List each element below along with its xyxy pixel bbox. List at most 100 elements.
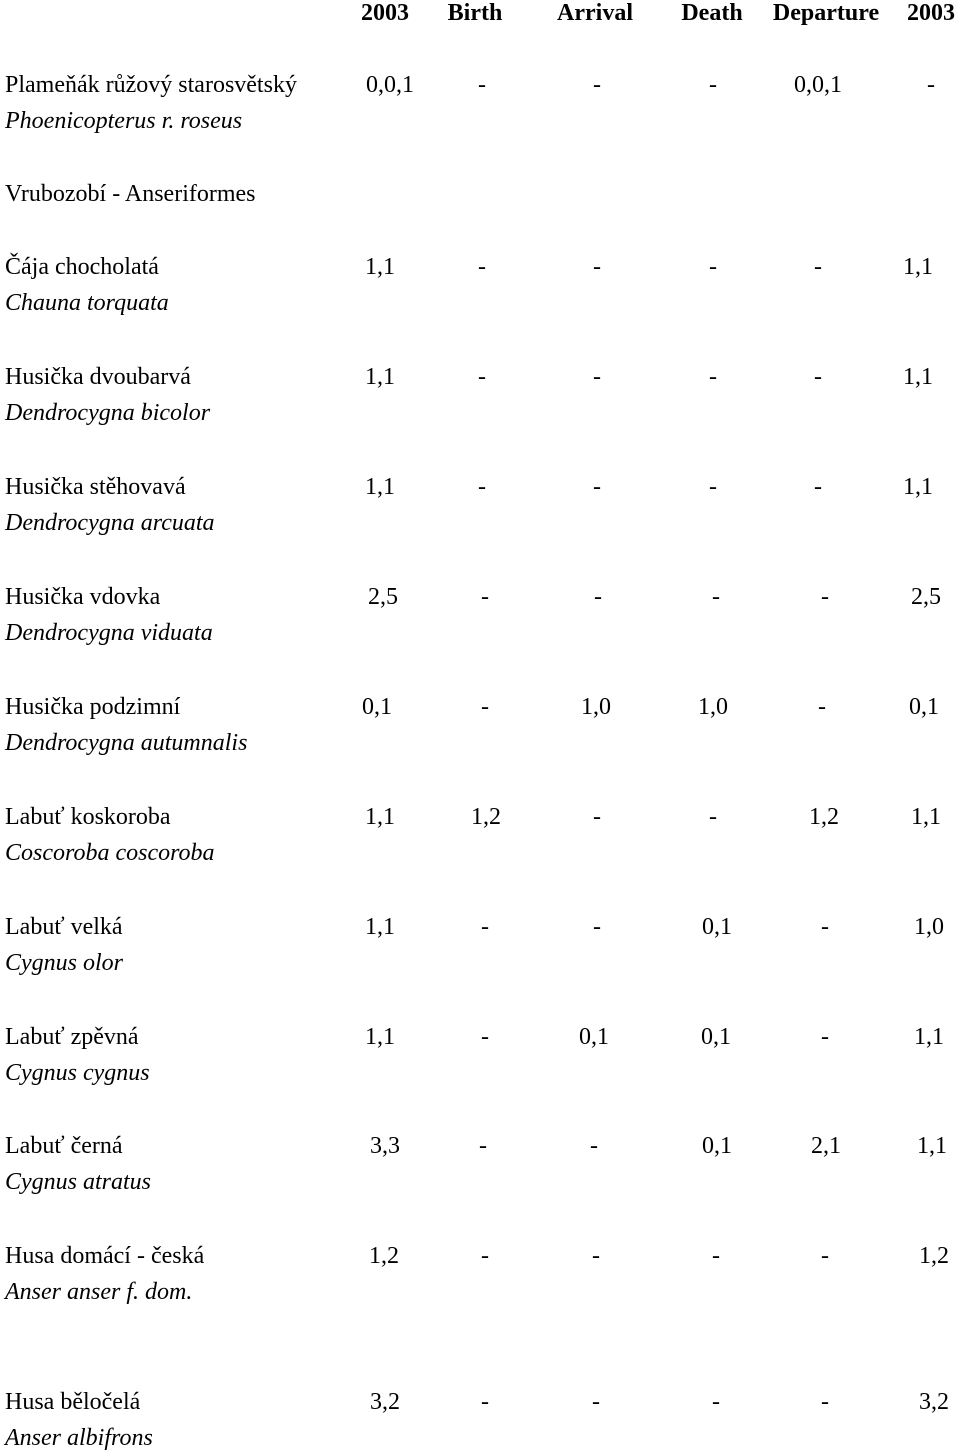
value-birth: - — [481, 1024, 489, 1050]
value-arrival: - — [593, 804, 601, 830]
value-2003-start: 1,1 — [365, 1024, 395, 1050]
species-latin: Cygnus olor — [5, 950, 124, 976]
value-2003-end: 1,2 — [919, 1243, 949, 1269]
value-birth: - — [481, 914, 489, 940]
header-death: Death — [681, 0, 743, 26]
value-2003-start: 1,1 — [365, 474, 395, 500]
value-2003-start: 1,1 — [365, 914, 395, 940]
value-arrival: - — [592, 1243, 600, 1269]
value-arrival: - — [593, 364, 601, 390]
species-name: Husa domácí - česká — [5, 1243, 205, 1269]
species-latin: Cygnus atratus — [5, 1169, 152, 1195]
value-death: - — [712, 1389, 720, 1415]
value-2003-end: 1,1 — [903, 474, 933, 500]
value-2003-start: 1,1 — [365, 804, 395, 830]
value-arrival: 0,1 — [579, 1024, 609, 1050]
header-departure: Departure — [772, 0, 880, 26]
value-death: - — [709, 364, 717, 390]
value-arrival: - — [593, 72, 601, 98]
value-death: - — [709, 474, 717, 500]
value-birth: 1,2 — [471, 804, 501, 830]
value-departure: 0,0,1 — [794, 72, 842, 98]
group-heading: Vrubozobí - Anseriformes — [5, 181, 256, 207]
header-arrival: Arrival — [557, 0, 633, 26]
species-latin: Phoenicopterus r. roseus — [5, 108, 243, 134]
value-arrival: - — [593, 254, 601, 280]
value-departure: 1,2 — [809, 804, 839, 830]
value-death: 0,1 — [701, 1024, 731, 1050]
species-latin: Coscoroba coscoroba — [5, 840, 215, 866]
value-departure: - — [814, 364, 822, 390]
species-latin: Cygnus cygnus — [5, 1060, 150, 1086]
species-name: Labuť zpěvná — [5, 1024, 139, 1050]
value-2003-end: 0,1 — [909, 694, 939, 720]
species-name: Čája chocholatá — [5, 254, 159, 280]
value-2003-end: 1,1 — [917, 1133, 947, 1159]
header-2003-start: 2003 — [361, 0, 409, 26]
value-death: - — [709, 804, 717, 830]
value-birth: - — [481, 1389, 489, 1415]
value-2003-end: 1,1 — [911, 804, 941, 830]
species-latin: Dendrocygna arcuata — [5, 510, 215, 536]
species-name: Husička stěhovavá — [5, 474, 186, 500]
value-2003-end: 1,0 — [914, 914, 944, 940]
value-2003-end: 1,1 — [914, 1024, 944, 1050]
value-departure: - — [821, 914, 829, 940]
value-departure: - — [814, 474, 822, 500]
species-name: Husička vdovka — [5, 584, 161, 610]
value-arrival: - — [594, 584, 602, 610]
value-arrival: 1,0 — [581, 694, 611, 720]
value-death: 0,1 — [702, 1133, 732, 1159]
value-2003-start: 1,1 — [365, 254, 395, 280]
species-name: Plameňák růžový starosvětský — [5, 72, 297, 98]
species-latin: Dendrocygna autumnalis — [5, 730, 248, 756]
value-2003-end: - — [927, 72, 935, 98]
value-departure: - — [821, 1024, 829, 1050]
species-name: Husička podzimní — [5, 694, 181, 720]
species-name: Labuť koskoroba — [5, 804, 171, 830]
value-departure: - — [814, 254, 822, 280]
value-2003-end: 3,2 — [919, 1389, 949, 1415]
value-birth: - — [481, 694, 489, 720]
value-2003-start: 1,2 — [369, 1243, 399, 1269]
value-arrival: - — [593, 914, 601, 940]
header-2003-end: 2003 — [907, 0, 955, 26]
value-arrival: - — [590, 1133, 598, 1159]
value-birth: - — [481, 1243, 489, 1269]
value-2003-start: 0,0,1 — [366, 72, 414, 98]
value-2003-start: 0,1 — [362, 694, 392, 720]
value-birth: - — [478, 364, 486, 390]
value-2003-start: 3,3 — [370, 1133, 400, 1159]
value-departure: - — [821, 584, 829, 610]
value-birth: - — [478, 474, 486, 500]
value-departure: - — [821, 1389, 829, 1415]
species-latin: Dendrocygna viduata — [5, 620, 213, 646]
species-latin: Anser albifrons — [5, 1425, 153, 1451]
value-departure: - — [818, 694, 826, 720]
value-2003-start: 3,2 — [370, 1389, 400, 1415]
value-2003-start: 1,1 — [365, 364, 395, 390]
value-arrival: - — [592, 1389, 600, 1415]
value-2003-end: 1,1 — [903, 254, 933, 280]
table-header: 2003 Birth Arrival Death Departure 2003 — [0, 0, 960, 30]
value-arrival: - — [593, 474, 601, 500]
species-latin: Dendrocygna bicolor — [5, 400, 211, 426]
value-departure: - — [821, 1243, 829, 1269]
value-birth: - — [478, 72, 486, 98]
value-death: - — [712, 584, 720, 610]
species-name: Husa běločelá — [5, 1389, 141, 1415]
value-2003-end: 1,1 — [903, 364, 933, 390]
value-2003-start: 2,5 — [368, 584, 398, 610]
value-birth: - — [479, 1133, 487, 1159]
species-latin: Anser anser f. dom. — [5, 1279, 193, 1305]
species-name: Labuť černá — [5, 1133, 123, 1159]
value-death: - — [709, 72, 717, 98]
value-death: - — [712, 1243, 720, 1269]
value-birth: - — [478, 254, 486, 280]
value-death: - — [709, 254, 717, 280]
species-latin: Chauna torquata — [5, 290, 169, 316]
value-departure: 2,1 — [811, 1133, 841, 1159]
value-2003-end: 2,5 — [911, 584, 941, 610]
species-name: Labuť velká — [5, 914, 123, 940]
header-birth: Birth — [447, 0, 503, 26]
